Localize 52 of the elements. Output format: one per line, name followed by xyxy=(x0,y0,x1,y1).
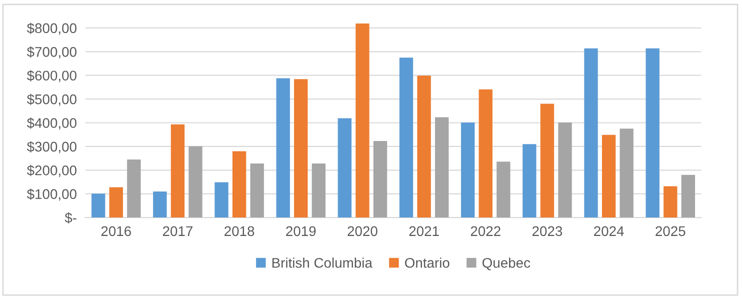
y-tick-label: $100,00 xyxy=(26,188,76,201)
y-tick-label: $- xyxy=(64,212,76,224)
y-tick-label: $400,00 xyxy=(26,118,76,130)
bar xyxy=(522,144,536,218)
x-tick-label: 2016 xyxy=(101,226,131,236)
x-tick-label: 2025 xyxy=(656,226,686,236)
bar xyxy=(338,118,352,218)
bar xyxy=(496,162,510,218)
bar xyxy=(356,23,370,218)
bar xyxy=(602,134,616,218)
y-tick-label: $700,00 xyxy=(26,46,76,58)
y-tick-label: $600,00 xyxy=(26,70,76,82)
bar xyxy=(276,78,290,218)
bar xyxy=(558,122,572,218)
x-tick-label: 2019 xyxy=(286,226,316,236)
bar xyxy=(461,122,475,218)
x-tick-label: 2021 xyxy=(409,226,439,236)
x-tick-label: 2023 xyxy=(532,226,562,236)
bar xyxy=(250,164,264,218)
x-tick-label: 2024 xyxy=(594,226,624,236)
legend-label: British Columbia xyxy=(272,258,372,268)
bar xyxy=(91,194,106,218)
x-tick-label: 2017 xyxy=(162,226,192,236)
x-tick-label: 2020 xyxy=(348,226,378,236)
bar xyxy=(214,182,228,218)
legend-label: Quebec xyxy=(482,258,530,270)
x-tick-label: 2022 xyxy=(470,226,500,236)
y-tick-label: $500,00 xyxy=(26,94,76,106)
bar xyxy=(399,58,414,218)
bar xyxy=(294,79,308,218)
bar xyxy=(373,141,388,218)
bar xyxy=(127,159,141,218)
y-tick-label: $300,00 xyxy=(26,141,76,154)
bar xyxy=(584,48,598,218)
x-tick-label: 2018 xyxy=(224,226,254,236)
bar xyxy=(109,187,123,218)
bar xyxy=(620,128,634,218)
y-tick-label: $800,00 xyxy=(26,22,76,35)
legend-label: Ontario xyxy=(405,258,450,268)
bar xyxy=(664,186,678,218)
bar xyxy=(681,174,696,218)
bar xyxy=(435,117,449,218)
bar xyxy=(312,164,326,218)
bar xyxy=(417,76,431,218)
bar xyxy=(232,151,246,218)
y-tick-label: $200,00 xyxy=(26,164,76,177)
bar xyxy=(540,104,554,218)
bar xyxy=(153,191,167,218)
bar xyxy=(188,146,202,218)
bar xyxy=(170,124,185,218)
bar xyxy=(646,48,660,218)
bar xyxy=(478,89,492,218)
